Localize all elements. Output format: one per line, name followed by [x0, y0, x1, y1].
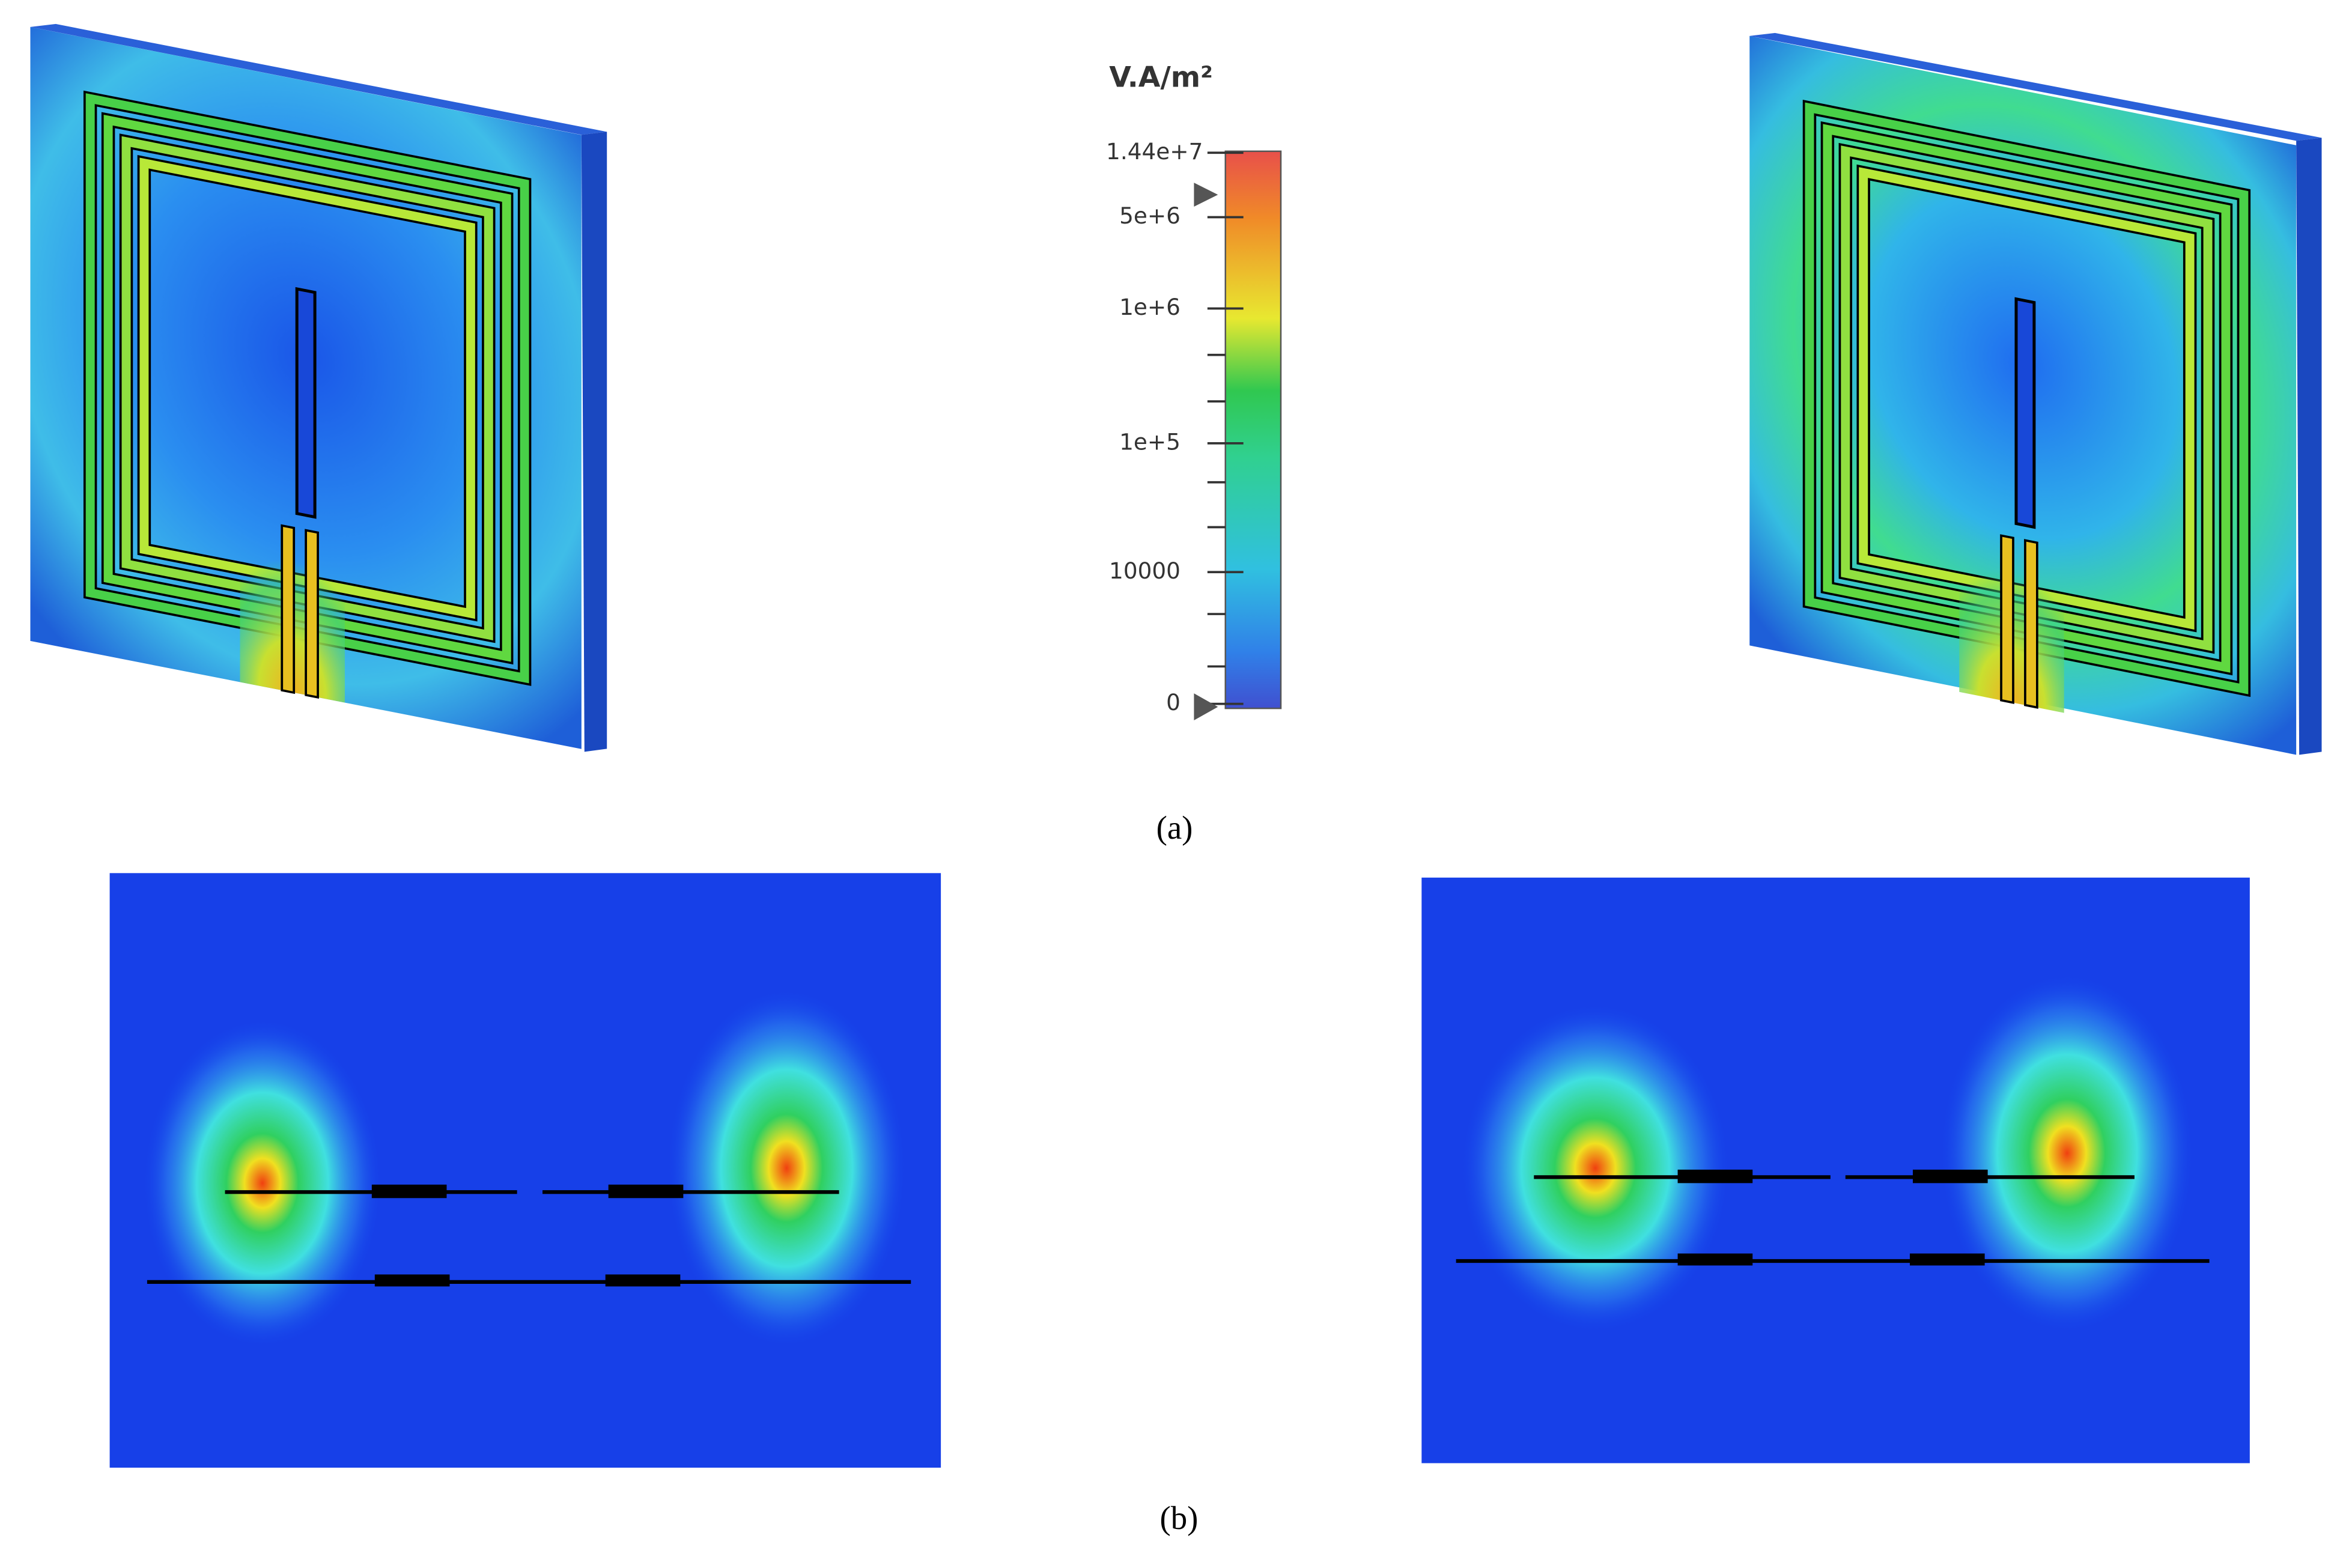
colorbar-ticks: [1207, 151, 1244, 705]
colorbar: V.A/m² 1.44e+7 5e+6 1e+6 1e+5 10000 0: [1106, 61, 1282, 721]
colorbar-tick-label: 1e+5: [1119, 428, 1181, 455]
simulation-left-3d: [30, 23, 607, 752]
simulation-right-section: [1421, 877, 2250, 1463]
colorbar-tick-label: 10000: [1109, 558, 1181, 584]
simulation-left-section: [109, 873, 941, 1468]
simulation-right-3d: [1749, 32, 2322, 759]
colorbar-unit: V.A/m²: [1109, 61, 1213, 94]
caption-a: (a): [1156, 809, 1193, 846]
colorbar-scale: [1224, 150, 1282, 710]
caption-b: (b): [1160, 1500, 1199, 1536]
colorbar-tick-label: 0: [1166, 689, 1181, 716]
marker-top: [1194, 183, 1218, 207]
colorbar-tick-label: 1.44e+7: [1106, 138, 1203, 165]
colorbar-tick-label: 5e+6: [1119, 202, 1181, 229]
colorbar-tick-label: 1e+6: [1119, 294, 1181, 320]
marker-bottom: [1194, 693, 1218, 721]
